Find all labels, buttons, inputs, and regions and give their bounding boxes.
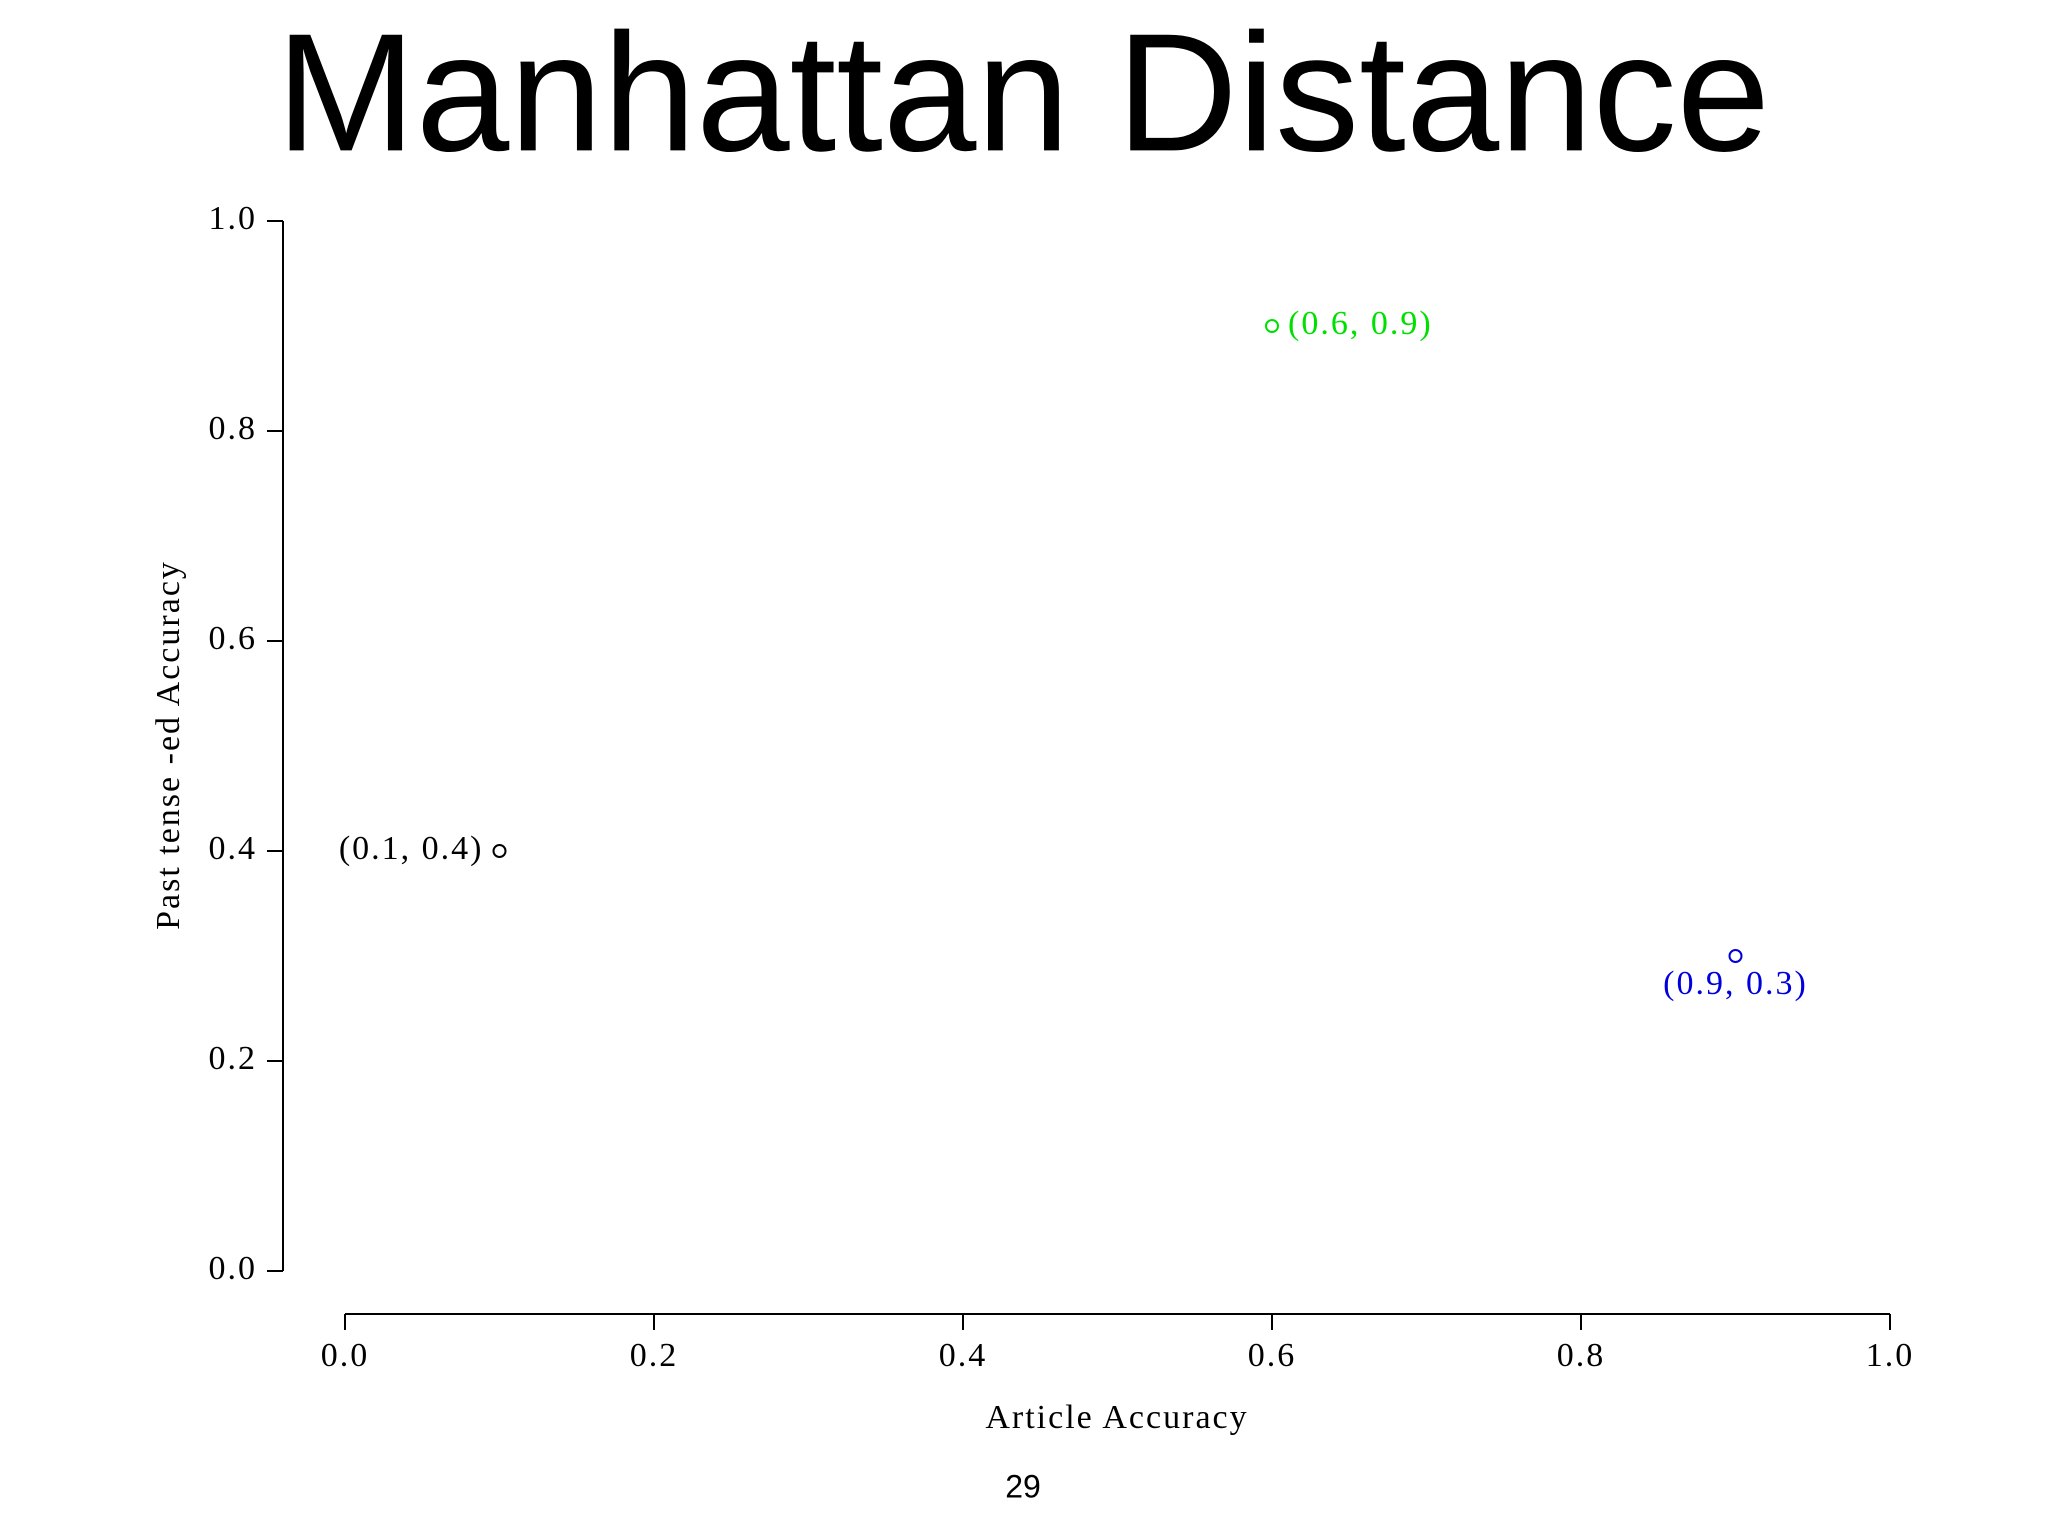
point-label: (0.1, 0.4) [339,830,484,867]
x-tick-label: 1.0 [1866,1337,1915,1374]
x-tick-label: 0.6 [1248,1337,1297,1374]
x-axis-label: Article Accuracy [985,1399,1248,1436]
slide-title: Manhattan Distance [276,0,1770,186]
point [1728,949,1743,963]
y-tick-label: 0.8 [209,410,258,447]
y-tick-label: 0.2 [209,1040,258,1077]
point [1265,319,1279,333]
x-tick-label: 0.4 [939,1337,988,1374]
y-axis-label: Past tense -ed Accuracy [150,560,187,930]
point-label: (0.6, 0.9) [1288,305,1433,342]
x-tick-label: 0.2 [630,1337,679,1374]
point-label: (0.9, 0.3) [1663,965,1808,1002]
point [492,844,507,858]
y-tick-label: 1.0 [209,200,258,237]
y-tick-label: 0.0 [209,1250,258,1287]
x-tick-label: 0.8 [1557,1337,1606,1374]
x-tick-label: 0.0 [321,1337,370,1374]
y-tick-label: 0.6 [209,620,258,657]
y-tick-label: 0.4 [209,830,258,867]
page-number: 29 [1005,1468,1041,1504]
